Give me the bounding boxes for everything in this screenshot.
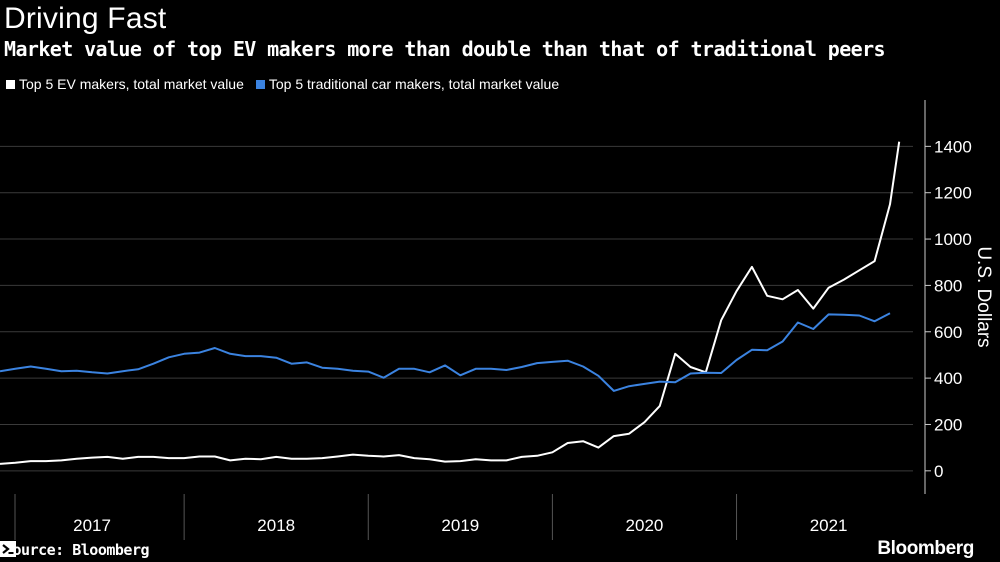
legend: Top 5 EV makers, total market value Top … (6, 76, 571, 92)
series-line-traditional (0, 312, 891, 392)
y-tick-label: 1000 (934, 230, 972, 249)
terminal-icon (0, 541, 16, 557)
y-tick-label: 0 (934, 462, 943, 481)
legend-label-ev: Top 5 EV makers, total market value (19, 76, 244, 92)
y-tick-label: 800 (934, 276, 962, 295)
x-tick-label: 2019 (441, 516, 479, 535)
x-tick-label: 2017 (73, 516, 111, 535)
y-tick-label: 600 (934, 323, 962, 342)
x-tick-label: 2018 (257, 516, 295, 535)
y-axis-label: U.S. Dollars (973, 246, 994, 347)
chart-title: Driving Fast (4, 2, 167, 35)
chart-subtitle: Market value of top EV makers more than … (4, 37, 886, 61)
x-tick-label: 2020 (626, 516, 664, 535)
legend-item-ev: Top 5 EV makers, total market value (6, 76, 244, 92)
y-tick-label: 400 (934, 369, 962, 388)
brand-logo: Bloomberg (877, 538, 974, 559)
y-tick-label: 1200 (934, 184, 972, 203)
x-tick-label: 2021 (810, 516, 848, 535)
legend-swatch-traditional (255, 79, 265, 89)
legend-swatch-ev (6, 79, 15, 89)
y-tick-label: 200 (934, 415, 962, 434)
y-tick-label: 1400 (934, 137, 972, 156)
series-line-ev (0, 141, 901, 465)
legend-item-traditional: Top 5 traditional car makers, total mark… (255, 76, 560, 92)
legend-label-traditional: Top 5 traditional car makers, total mark… (268, 76, 560, 92)
source-note: Source: Bloomberg (4, 541, 150, 559)
